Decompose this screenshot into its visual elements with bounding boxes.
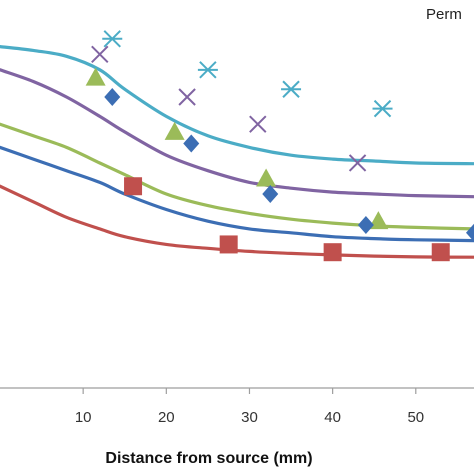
- asterisk-marker: [197, 61, 218, 79]
- diamond-marker: [466, 223, 474, 242]
- diamond-marker: [183, 134, 200, 153]
- square-marker: [323, 243, 342, 262]
- legend-label: Perm: [426, 6, 462, 23]
- data-points: [85, 30, 474, 262]
- fit-curve-5: [0, 184, 474, 259]
- triangle-marker: [164, 121, 185, 140]
- asterisk-marker: [281, 80, 302, 98]
- triangle-marker: [256, 168, 277, 187]
- cross-marker: [91, 45, 109, 64]
- square-marker: [124, 177, 143, 196]
- asterisk-marker: [102, 30, 123, 48]
- cross-marker: [249, 115, 267, 133]
- diamond-marker: [262, 185, 279, 203]
- cross-marker: [348, 154, 367, 172]
- x-tick-label: 40: [324, 409, 341, 426]
- triangle-marker: [85, 67, 106, 86]
- asterisk-marker: [372, 99, 393, 118]
- x-tick-label: 30: [241, 409, 258, 426]
- fit-curve-3: [0, 122, 474, 231]
- fit-curve-1: [0, 45, 474, 166]
- cross-marker: [178, 88, 196, 106]
- fit-curve-4: [0, 145, 474, 243]
- x-axis-title: Distance from source (mm): [105, 450, 312, 467]
- fit-curve-2: [0, 68, 474, 199]
- x-tick-label: 10: [75, 409, 92, 426]
- diamond-marker: [357, 216, 374, 235]
- x-tick-label: 50: [407, 409, 424, 426]
- fit-curves: [0, 45, 474, 259]
- x-axis-ticks: 10 20 30 40 50: [75, 388, 424, 426]
- x-tick-label: 20: [158, 409, 175, 426]
- square-marker: [219, 235, 238, 254]
- square-marker: [431, 243, 450, 262]
- diamond-marker: [104, 88, 121, 106]
